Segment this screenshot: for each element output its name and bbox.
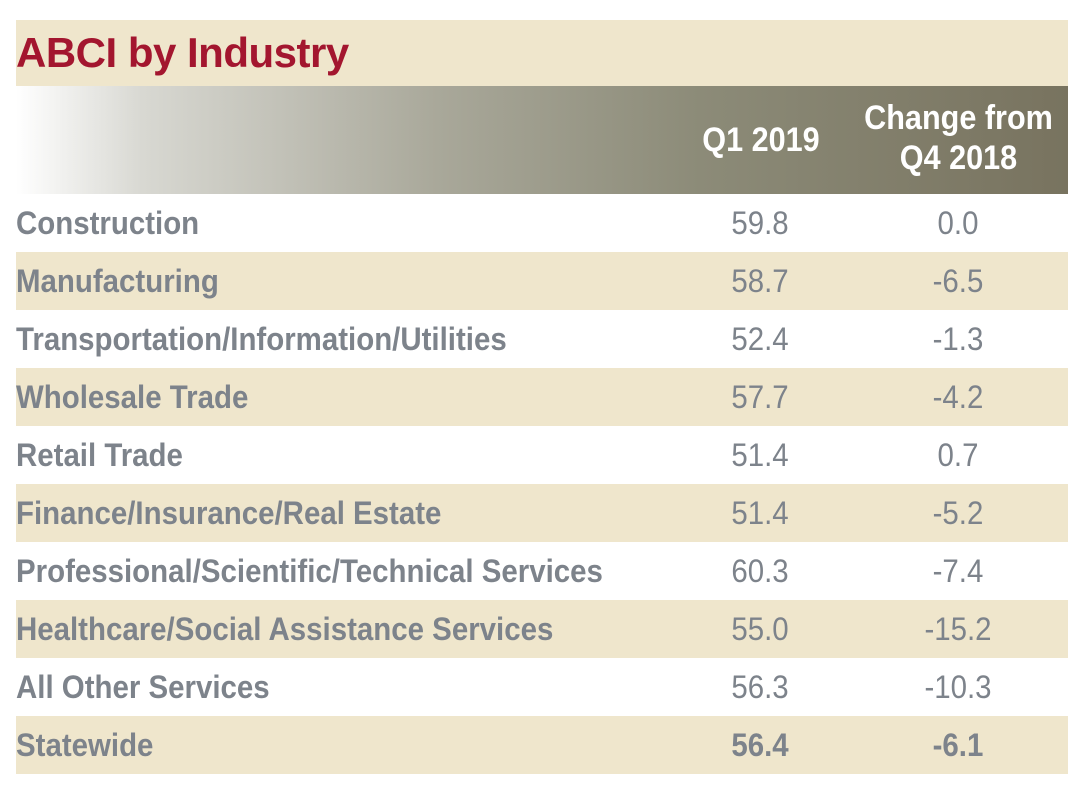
q1-2019-value: 56.3 bbox=[731, 669, 789, 705]
column-header-q1-2019: Q1 2019 bbox=[702, 121, 820, 159]
column-header-change: Change from Q4 2018 bbox=[857, 98, 1060, 178]
change-value: -6.5 bbox=[932, 263, 984, 299]
industry-label: Professional/Scientific/Technical Servic… bbox=[16, 553, 603, 589]
header-row: Q1 2019 Change from Q4 2018 bbox=[16, 86, 1068, 194]
industry-label: Statewide bbox=[16, 727, 154, 763]
q1-2019-value: 55.0 bbox=[731, 611, 789, 647]
table-row: Finance/Insurance/Real Estate 51.4 -5.2 bbox=[16, 484, 1068, 542]
industry-label: Transportation/Information/Utilities bbox=[16, 321, 507, 357]
column-header-change-line2: Q4 2018 bbox=[899, 139, 1018, 177]
industry-label: Construction bbox=[16, 205, 200, 241]
table-row: Manufacturing 58.7 -6.5 bbox=[16, 252, 1068, 310]
table-title: ABCI by Industry bbox=[16, 29, 349, 76]
change-value: -5.2 bbox=[932, 495, 984, 531]
q1-2019-value: 59.8 bbox=[731, 205, 789, 241]
industry-label: Finance/Insurance/Real Estate bbox=[16, 495, 442, 531]
change-value: -1.3 bbox=[932, 321, 984, 357]
table-row: Construction 59.8 0.0 bbox=[16, 194, 1068, 252]
table-row: Professional/Scientific/Technical Servic… bbox=[16, 542, 1068, 600]
industry-label: Healthcare/Social Assistance Services bbox=[16, 611, 554, 647]
q1-2019-value: 60.3 bbox=[731, 553, 789, 589]
table-row: Retail Trade 51.4 0.7 bbox=[16, 426, 1068, 484]
industry-label: All Other Services bbox=[16, 669, 270, 705]
change-value: 0.7 bbox=[937, 437, 979, 473]
industry-label: Retail Trade bbox=[16, 437, 183, 473]
table-row: Wholesale Trade 57.7 -4.2 bbox=[16, 368, 1068, 426]
change-value: -15.2 bbox=[924, 611, 992, 647]
industry-label: Wholesale Trade bbox=[16, 379, 249, 415]
q1-2019-value: 58.7 bbox=[731, 263, 789, 299]
column-header-change-line1: Change from bbox=[864, 99, 1053, 137]
q1-2019-value: 57.7 bbox=[731, 379, 789, 415]
table-row: All Other Services 56.3 -10.3 bbox=[16, 658, 1068, 716]
industry-label: Manufacturing bbox=[16, 263, 219, 299]
q1-2019-value: 51.4 bbox=[731, 437, 789, 473]
table-row: Healthcare/Social Assistance Services 55.… bbox=[16, 600, 1068, 658]
change-value: 0.0 bbox=[937, 205, 979, 241]
q1-2019-value: 51.4 bbox=[731, 495, 789, 531]
table-body: Construction 59.8 0.0 Manufacturing 58.7 -6.5… bbox=[16, 194, 1068, 774]
q1-2019-value: 52.4 bbox=[731, 321, 789, 357]
q1-2019-value: 56.4 bbox=[731, 727, 789, 763]
title-row: ABCI by Industry bbox=[16, 20, 1068, 86]
change-value: -7.4 bbox=[932, 553, 984, 589]
table-row: Statewide 56.4 -6.1 bbox=[16, 716, 1068, 774]
table-row: Transportation/Information/Utilities 52.4… bbox=[16, 310, 1068, 368]
change-value: -6.1 bbox=[932, 727, 984, 763]
abci-table: ABCI by Industry Q1 2019 Change from Q4 … bbox=[16, 20, 1068, 774]
change-value: -10.3 bbox=[924, 669, 992, 705]
change-value: -4.2 bbox=[932, 379, 984, 415]
